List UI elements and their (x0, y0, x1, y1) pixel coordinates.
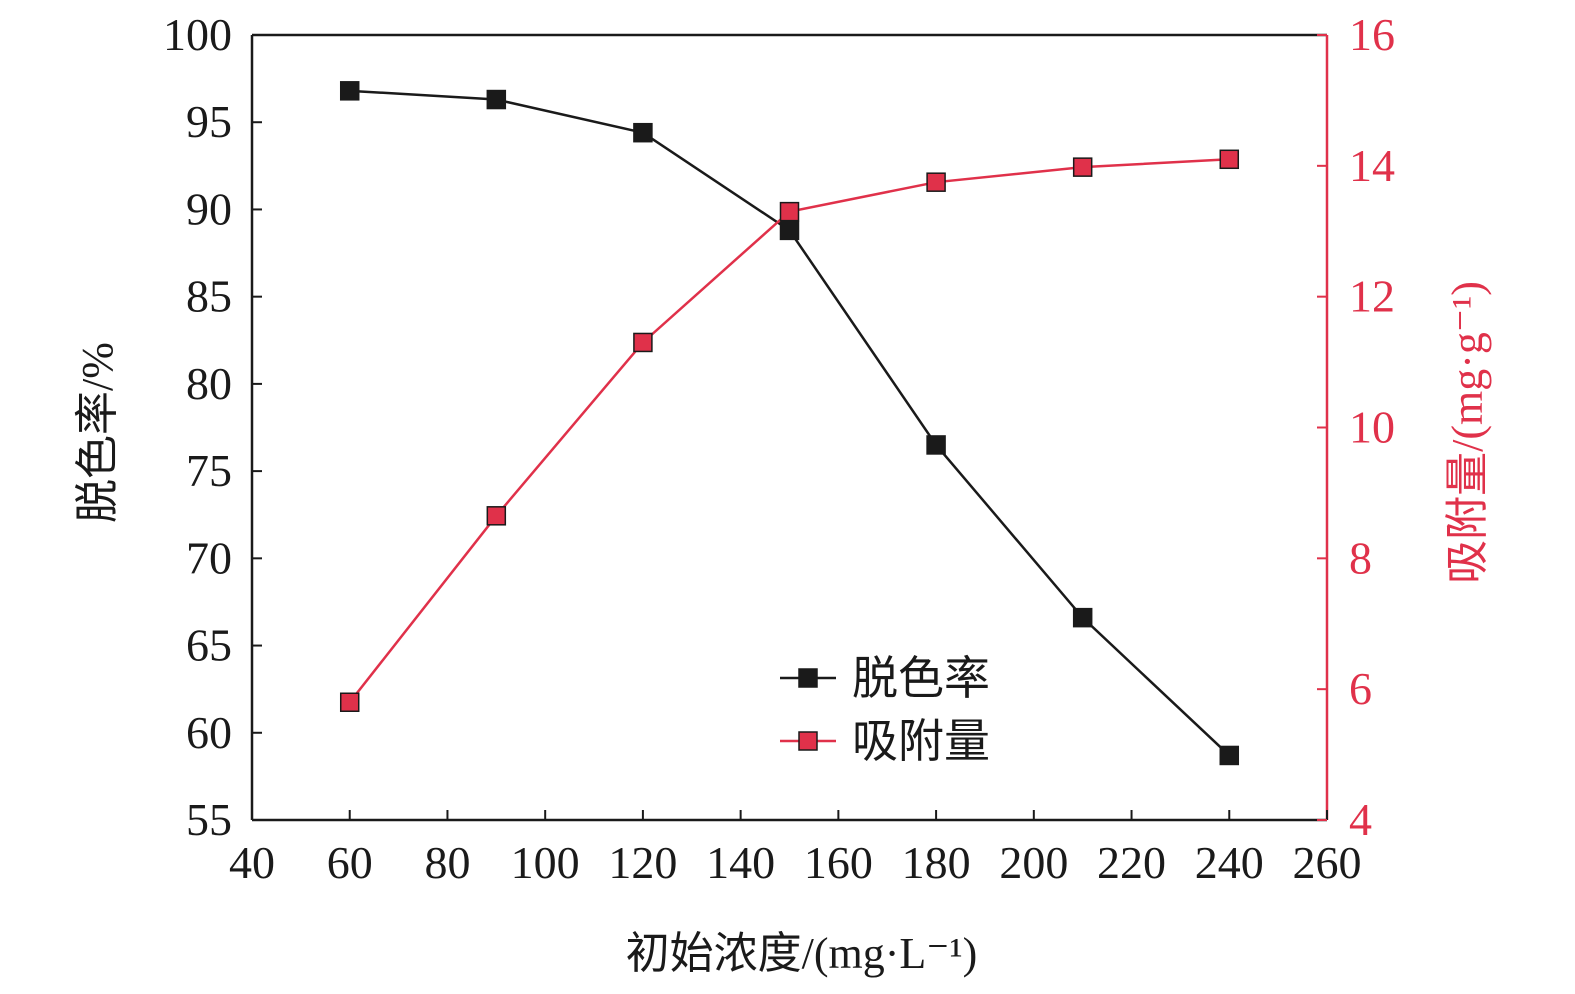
data-point (926, 172, 946, 192)
right-y-tick-label: 12 (1349, 271, 1395, 322)
right-y-tick-label: 6 (1349, 663, 1372, 714)
right-y-tick-label: 8 (1349, 532, 1372, 583)
legend-label-2: 吸附量 (852, 716, 990, 767)
data-point (926, 435, 946, 455)
series-line-2 (348, 158, 1230, 704)
x-tick-label: 40 (229, 837, 275, 888)
data-point (1219, 745, 1240, 766)
left-y-tick-label: 90 (186, 183, 232, 234)
legend-marker-2 (798, 731, 818, 751)
series-area (339, 81, 1240, 766)
left-y-tick-label: 65 (186, 620, 232, 671)
legend-label-1: 脱色率 (852, 653, 990, 704)
data-point (1072, 157, 1093, 177)
x-tick-label: 60 (327, 837, 373, 888)
right-y-tick-label: 10 (1349, 402, 1395, 453)
left-y-tick-label: 100 (163, 9, 232, 60)
left-y-axis-title: 脱色率/% (73, 342, 122, 523)
left-y-tick-label: 70 (186, 532, 232, 583)
data-point (633, 332, 653, 353)
x-tick-label: 260 (1293, 837, 1362, 888)
x-tick-label: 120 (608, 837, 677, 888)
x-tick-label: 240 (1195, 837, 1264, 888)
data-point (486, 506, 507, 526)
right-y-tick-label: 14 (1349, 140, 1395, 191)
data-point (339, 81, 360, 101)
x-tick-label: 100 (511, 837, 580, 888)
x-axis-title: 初始浓度/(mg·L⁻¹) (626, 929, 978, 978)
x-tick-label: 140 (706, 837, 775, 888)
data-point (339, 692, 360, 712)
right-y-tick-label: 4 (1349, 794, 1372, 845)
x-tick-label: 80 (424, 837, 470, 888)
data-point (1219, 149, 1240, 170)
left-y-tick-label: 75 (186, 445, 232, 496)
left-y-tick-label: 60 (186, 707, 232, 758)
right-y-tick-label: 16 (1349, 9, 1395, 60)
data-point (486, 89, 507, 110)
right-y-axis-title: 吸附量/(mg·g⁻¹) (1443, 281, 1492, 584)
data-point (779, 201, 800, 222)
series-line-1 (349, 89, 1231, 757)
data-point (633, 122, 653, 143)
x-tick-label: 160 (804, 837, 873, 888)
left-y-tick-label: 95 (186, 96, 232, 147)
data-point (1072, 607, 1093, 628)
x-tick-label: 180 (902, 837, 971, 888)
axes: 40 60 80 100 120 140 160 180 200 220 240 260 55 60 65 7… (163, 9, 1395, 888)
left-y-tick-label: 80 (186, 358, 232, 409)
data-point (779, 220, 800, 241)
legend-marker-1 (798, 668, 818, 688)
left-y-tick-label: 55 (186, 794, 232, 845)
x-tick-label: 200 (999, 837, 1068, 888)
x-tick-label: 220 (1097, 837, 1166, 888)
left-y-tick-label: 85 (186, 271, 232, 322)
